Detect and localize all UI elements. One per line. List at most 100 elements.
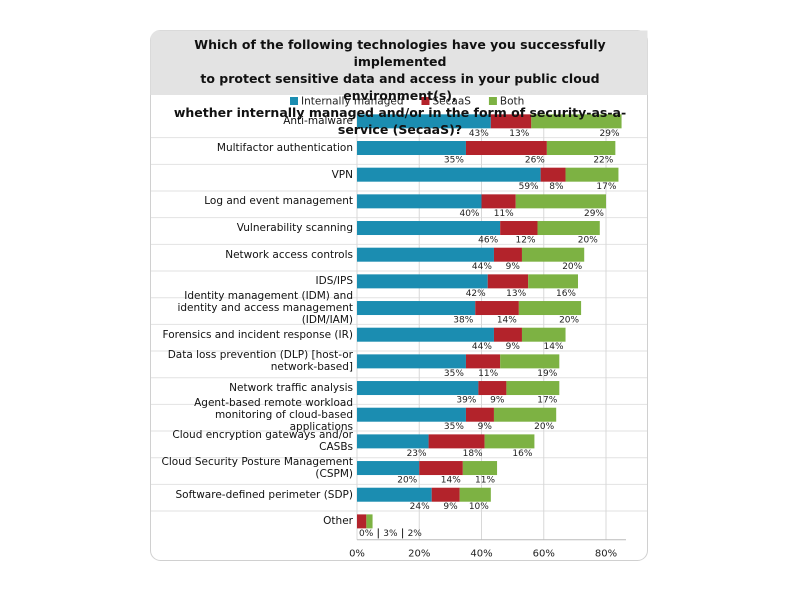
value-label: 26% — [525, 156, 545, 166]
bar-segment — [521, 247, 585, 262]
value-label: 16% — [512, 449, 532, 459]
bar-segment — [357, 194, 482, 209]
value-label: 23% — [407, 449, 427, 459]
bar-segment — [357, 301, 476, 316]
bar-segment — [493, 247, 522, 262]
value-label: 35% — [444, 422, 464, 432]
x-tick-label: 60% — [533, 549, 555, 560]
bar-segment — [478, 381, 507, 396]
category-label: Data loss prevention (DLP) [host-or netw… — [167, 349, 353, 374]
value-label: 16% — [556, 289, 576, 299]
bar-segment — [357, 274, 488, 289]
value-label: 44% — [472, 342, 492, 352]
value-label: 2% — [408, 529, 423, 539]
value-label: 40% — [459, 209, 479, 219]
value-label: 38% — [453, 316, 473, 326]
bar-segment — [459, 487, 491, 502]
legend-label: Internally managed — [301, 96, 403, 108]
bar-segment — [357, 114, 491, 129]
value-label: 13% — [506, 289, 526, 299]
header-band — [150, 30, 648, 95]
value-label: 19% — [537, 369, 557, 379]
bar-segment — [357, 514, 367, 529]
bar-segment — [366, 514, 373, 529]
value-label: 11% — [478, 369, 498, 379]
value-label: 14% — [441, 476, 461, 486]
bar-segment — [465, 407, 494, 422]
category-label: IDS/IPS — [315, 275, 353, 288]
bar-segment — [493, 407, 557, 422]
bar-segment — [506, 381, 560, 396]
chart-title: Which of the following technologies have… — [173, 37, 627, 137]
bar-segment — [357, 487, 432, 502]
bar-segment — [493, 327, 522, 342]
value-label: 46% — [478, 236, 498, 246]
value-label: 20% — [562, 262, 582, 272]
bar-segment — [357, 354, 466, 369]
value-label: 14% — [544, 342, 564, 352]
value-label: 17% — [537, 396, 557, 406]
bar-segment — [484, 434, 535, 449]
value-label: 35% — [444, 156, 464, 166]
bar-segment — [357, 461, 420, 476]
bar-segment — [462, 461, 498, 476]
value-label: 14% — [497, 316, 517, 326]
bar-segment — [487, 274, 529, 289]
value-label: 10% — [469, 502, 489, 512]
category-label: Forensics and incident response (IR) — [162, 328, 353, 341]
value-label: 35% — [444, 369, 464, 379]
category-label: Network traffic analysis — [229, 382, 353, 395]
legend-swatch — [421, 97, 430, 105]
value-label: 13% — [509, 129, 529, 139]
bar-segment — [428, 434, 485, 449]
value-label: 43% — [469, 129, 489, 139]
bar-segment — [357, 141, 466, 156]
category-label: Cloud encryption gateways and/or CASBs — [172, 429, 353, 454]
value-label: 24% — [410, 502, 430, 512]
value-label: 11% — [475, 476, 495, 486]
bar-segment — [500, 221, 538, 236]
value-label: 18% — [463, 449, 483, 459]
bar-segment — [565, 167, 619, 182]
bar-segment — [357, 434, 429, 449]
category-label: Other — [323, 515, 353, 528]
category-label: Log and event management — [204, 195, 353, 208]
value-label: 39% — [456, 396, 476, 406]
value-label: 8% — [549, 182, 564, 192]
value-label: 20% — [559, 316, 579, 326]
bar-segment — [357, 221, 501, 236]
value-label: 0% — [359, 529, 374, 539]
value-label: 3% — [383, 529, 398, 539]
bar-segment — [531, 114, 622, 129]
value-label: 22% — [593, 156, 613, 166]
value-label: 9% — [443, 502, 458, 512]
bar-segment — [521, 327, 566, 342]
category-label: Anti-malware — [283, 115, 353, 128]
value-label: 9% — [506, 342, 521, 352]
bar-segment — [490, 114, 532, 129]
value-label: 29% — [584, 209, 604, 219]
bar-segment — [515, 194, 606, 209]
category-label: Identity management (IDM) and identity a… — [177, 290, 353, 327]
value-label: 29% — [600, 129, 620, 139]
value-label: 20% — [397, 476, 417, 486]
bar-segment — [481, 194, 516, 209]
bar-segment — [540, 167, 566, 182]
category-label: Software-defined perimeter (SDP) — [175, 488, 354, 501]
bar-segment — [546, 141, 616, 156]
bar-segment — [518, 301, 582, 316]
bar-segment — [465, 354, 501, 369]
legend-swatch — [290, 97, 298, 105]
value-label: 42% — [466, 289, 486, 299]
bar-segment — [357, 247, 494, 262]
value-label: 59% — [519, 182, 539, 192]
bar-segment — [431, 487, 460, 502]
value-label: 9% — [490, 396, 505, 406]
x-tick-label: 40% — [470, 549, 492, 560]
legend-label: Both — [500, 96, 524, 108]
value-label: 20% — [578, 236, 598, 246]
bar-segment — [357, 167, 541, 182]
x-tick-label: 0% — [349, 549, 365, 560]
category-label: Vulnerability scanning — [236, 222, 353, 234]
